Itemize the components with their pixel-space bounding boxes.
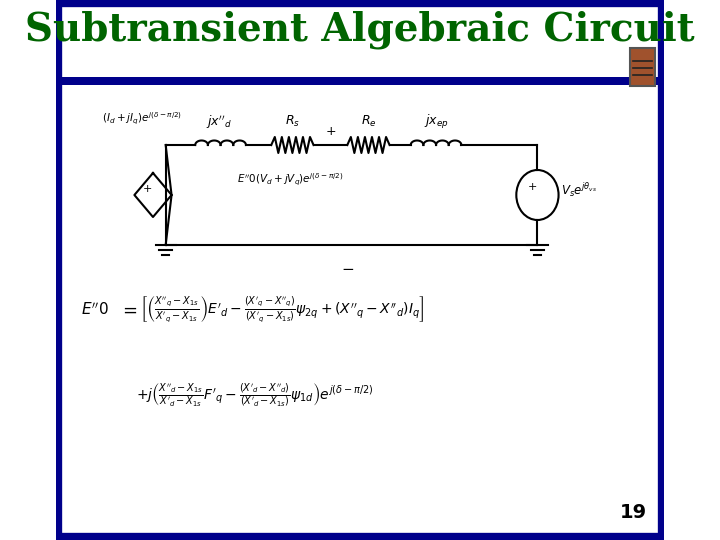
Text: $E''0(V_d+jV_q)e^{j(\delta-\pi/2)}$: $E''0(V_d+jV_q)e^{j(\delta-\pi/2)}$ <box>238 172 344 188</box>
Text: $V_s e^{j\theta_{vs}}$: $V_s e^{j\theta_{vs}}$ <box>561 181 597 199</box>
Text: 19: 19 <box>620 503 647 522</box>
Text: +: + <box>528 182 537 192</box>
Text: $jx_{ep}$: $jx_{ep}$ <box>423 113 449 131</box>
FancyBboxPatch shape <box>58 3 662 537</box>
Text: $=$: $=$ <box>120 301 138 319</box>
Text: $R_e$: $R_e$ <box>361 114 377 129</box>
Text: $+j\left(\frac{X''_d - X_{1s}}{X'_d - X_{1s}}F'_q - \frac{(X'_d - X''_d)}{(X'_d : $+j\left(\frac{X''_d - X_{1s}}{X'_d - X_… <box>136 381 374 409</box>
Text: $(I_d+jI_q)e^{j(\delta-\pi/2)}$: $(I_d+jI_q)e^{j(\delta-\pi/2)}$ <box>102 111 182 127</box>
Text: $+$: $+$ <box>325 125 336 138</box>
Text: $-$: $-$ <box>341 260 354 275</box>
Bar <box>61 77 659 85</box>
Text: $jx''_d$: $jx''_d$ <box>206 113 232 131</box>
Text: Subtransient Algebraic Circuit: Subtransient Algebraic Circuit <box>25 11 695 49</box>
Text: $E''0$: $E''0$ <box>81 302 109 318</box>
Text: $\left[\left(\frac{X''_q - X_{1s}}{X'_q - X_{1s}}\right)E'_d - \frac{(X'_q - X'': $\left[\left(\frac{X''_q - X_{1s}}{X'_q … <box>140 295 425 325</box>
Text: $R_s$: $R_s$ <box>285 114 300 129</box>
FancyBboxPatch shape <box>629 48 655 86</box>
Text: +: + <box>143 184 153 194</box>
